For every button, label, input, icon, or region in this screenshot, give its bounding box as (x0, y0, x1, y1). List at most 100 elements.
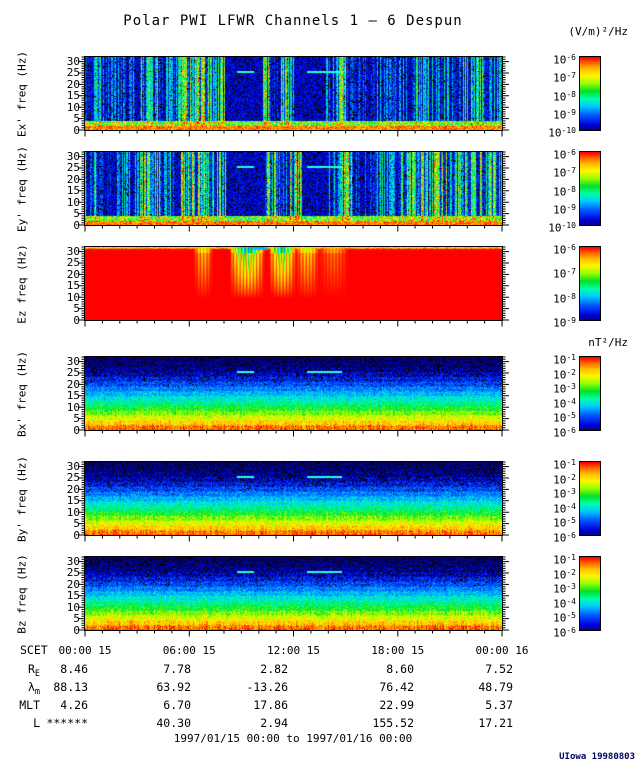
colorbar-tick-label: 10-7 (553, 267, 576, 281)
colorbar-tick-label: 10-1 (553, 458, 576, 472)
colorbar-tick-label: 10-5 (553, 611, 576, 626)
ephemeris-value: 7.52 (485, 662, 513, 676)
ephemeris-value: 63.92 (156, 680, 191, 694)
colorbar-tick-label: 10-2 (553, 472, 576, 487)
freq-tick-label: 15 (66, 279, 80, 293)
time-tick-label: 00:00 16 (475, 644, 529, 657)
colorbar-tick-label: 10-8 (553, 89, 576, 104)
panel-ex-ylabel: Ex' freq (Hz) (15, 50, 29, 137)
colorbar-tick-label: 10-3 (553, 382, 576, 396)
colorbar-tick-label: 10-9 (553, 316, 576, 330)
freq-tick-label: 5 (73, 302, 80, 316)
freq-tick-label: 10 (66, 290, 80, 304)
panel-bx-ylabel: Bx' freq (Hz) (15, 350, 29, 437)
spectrogram-bx (85, 357, 502, 430)
spectrogram-bz (85, 557, 502, 630)
colorbar-by (580, 462, 600, 535)
freq-tick-label: 15 (66, 494, 80, 508)
colorbar-tick-label: 10-3 (553, 582, 576, 596)
colorbar-tick-label: 10-8 (553, 291, 576, 306)
freq-tick-label: 20 (66, 77, 80, 91)
ephemeris-row-label: λm (27, 680, 40, 698)
ephemeris-value: 40.30 (156, 716, 191, 730)
colorbar-tick-label: 10-2 (553, 567, 576, 582)
colorbar-tick-label: 10-4 (553, 501, 576, 516)
date-range-label: 1997/01/15 00:00 to 1997/01/16 00:00 (173, 732, 413, 745)
colorbar-bx (580, 357, 600, 430)
freq-tick-label: 0 (73, 423, 80, 437)
colorbar-tick-label: 10-6 (553, 53, 576, 67)
freq-tick-label: 25 (66, 566, 80, 580)
freq-tick-label: 5 (73, 517, 80, 531)
freq-tick-label: 5 (73, 612, 80, 626)
freq-tick-label: 30 (66, 355, 80, 369)
colorbar-ez (580, 247, 600, 320)
ephemeris-row-label: L (33, 716, 40, 730)
magnetic-units-label: nT²/Hz (588, 336, 628, 349)
colorbar-tick-label: 10-10 (548, 126, 576, 140)
freq-tick-label: 30 (66, 150, 80, 164)
freq-tick-label: 0 (73, 528, 80, 542)
scet-axis-label: SCET (20, 643, 48, 657)
freq-tick-label: 0 (73, 623, 80, 637)
freq-tick-label: 15 (66, 184, 80, 198)
colorbar-tick-label: 10-5 (553, 411, 576, 426)
ephemeris-value: 7.78 (163, 662, 191, 676)
colorbar-tick-label: 10-5 (553, 516, 576, 531)
ephemeris-value: 155.52 (372, 716, 414, 730)
freq-tick-label: 30 (66, 460, 80, 474)
spectrogram-ex (85, 57, 502, 130)
ephemeris-value: 4.26 (60, 698, 88, 712)
freq-tick-label: 25 (66, 256, 80, 270)
freq-tick-label: 25 (66, 161, 80, 175)
credit-label: UIowa 19980803 (559, 752, 635, 762)
ephemeris-value: ****** (46, 716, 88, 730)
ephemeris-value: -13.26 (246, 680, 288, 694)
plot-title: Polar PWI LFWR Channels 1 — 6 Despun (123, 13, 463, 29)
colorbar-tick-label: 10-6 (553, 531, 576, 545)
freq-tick-label: 20 (66, 482, 80, 496)
panel-ez-ylabel: Ez freq (Hz) (15, 243, 29, 324)
spectrogram-ey (85, 152, 502, 225)
freq-tick-label: 10 (66, 505, 80, 519)
freq-tick-label: 30 (66, 555, 80, 569)
colorbar-tick-label: 10-7 (553, 166, 576, 180)
freq-tick-label: 0 (73, 123, 80, 137)
freq-tick-label: 15 (66, 389, 80, 403)
freq-tick-label: 0 (73, 313, 80, 327)
colorbar-tick-label: 10-4 (553, 396, 576, 411)
colorbar-tick-label: 10-9 (553, 202, 576, 217)
colorbar-tick-label: 10-6 (553, 243, 576, 257)
colorbar-tick-label: 10-6 (553, 626, 576, 640)
freq-tick-label: 0 (73, 218, 80, 232)
colorbar-ex (580, 57, 600, 130)
colorbar-tick-label: 10-6 (553, 426, 576, 440)
ephemeris-value: 48.79 (478, 680, 513, 694)
colorbar-tick-label: 10-6 (553, 148, 576, 162)
freq-tick-label: 5 (73, 207, 80, 221)
freq-tick-label: 10 (66, 100, 80, 114)
freq-tick-label: 20 (66, 172, 80, 186)
freq-tick-label: 20 (66, 267, 80, 281)
ephemeris-value: 8.60 (386, 662, 414, 676)
ephemeris-value: 17.86 (253, 698, 288, 712)
freq-tick-label: 10 (66, 600, 80, 614)
freq-tick-label: 25 (66, 66, 80, 80)
colorbar-tick-label: 10-7 (553, 71, 576, 85)
colorbar-tick-label: 10-4 (553, 596, 576, 611)
ephemeris-value: 2.94 (260, 716, 288, 730)
colorbar-tick-label: 10-2 (553, 367, 576, 382)
panel-ey-ylabel: Ey' freq (Hz) (15, 145, 29, 232)
freq-tick-label: 10 (66, 400, 80, 414)
freq-tick-label: 30 (66, 245, 80, 259)
colorbar-tick-label: 10-9 (553, 107, 576, 122)
time-tick-label: 18:00 15 (371, 644, 425, 657)
colorbar-tick-label: 10-10 (548, 221, 576, 235)
colorbar-tick-label: 10-1 (553, 553, 576, 567)
freq-tick-label: 15 (66, 89, 80, 103)
freq-tick-label: 20 (66, 377, 80, 391)
freq-tick-label: 20 (66, 577, 80, 591)
freq-tick-label: 25 (66, 366, 80, 380)
time-tick-label: 00:00 15 (58, 644, 112, 657)
